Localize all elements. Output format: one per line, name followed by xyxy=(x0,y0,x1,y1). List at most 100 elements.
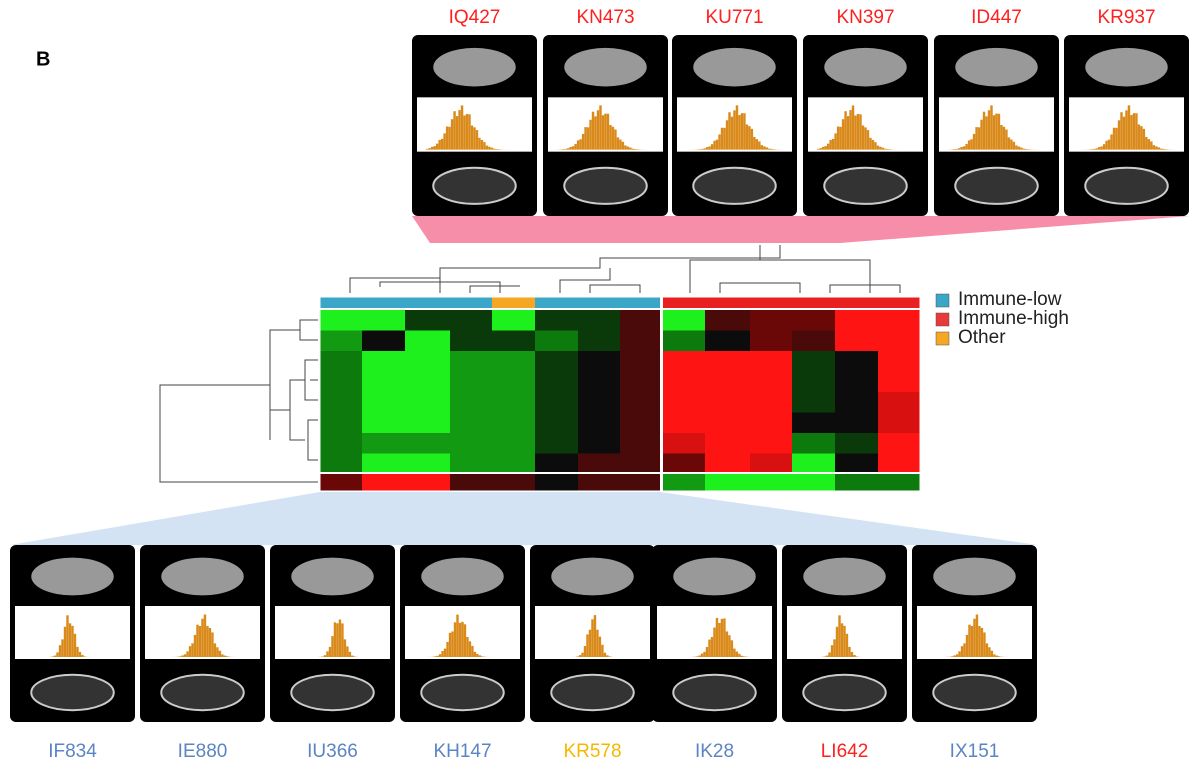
histogram-bar xyxy=(81,654,84,657)
heat-cell xyxy=(320,412,362,433)
heat-cell xyxy=(578,310,620,331)
heat-cell xyxy=(362,453,405,474)
heat-cell xyxy=(705,351,750,372)
histogram-bar xyxy=(596,629,599,657)
histogram-bar xyxy=(830,645,834,657)
histogram-bar xyxy=(566,148,570,150)
histogram-bar xyxy=(733,648,736,657)
heat-cell xyxy=(705,371,750,392)
heat-cell xyxy=(362,474,405,491)
histogram-bar xyxy=(178,656,182,657)
histogram-bar xyxy=(1145,136,1148,150)
histogram-bar xyxy=(583,646,587,657)
tumor-image xyxy=(161,557,244,596)
histogram-bar xyxy=(634,149,637,150)
histogram-bar xyxy=(1015,145,1018,150)
histogram-bar xyxy=(715,617,719,657)
histogram-bar xyxy=(609,124,612,150)
texture-image xyxy=(432,166,517,205)
tumor-image xyxy=(955,47,1038,87)
histogram-bar xyxy=(430,146,434,150)
histogram-bar xyxy=(346,646,349,657)
heat-cell xyxy=(750,297,792,308)
histogram-bar xyxy=(616,137,620,150)
heat-cell xyxy=(578,297,620,308)
histogram-bar xyxy=(73,633,77,657)
heat-cell xyxy=(620,371,660,392)
histogram-bar xyxy=(463,624,467,657)
histogram-bar xyxy=(1137,124,1141,150)
histogram-bar xyxy=(953,655,956,657)
heat-cell xyxy=(450,330,492,351)
legend-label: Immune-high xyxy=(958,308,1069,329)
histogram-bar xyxy=(745,124,749,150)
heat-cell xyxy=(792,412,835,433)
histogram-bar xyxy=(453,111,456,150)
heat-cell xyxy=(578,392,620,413)
histogram-bar xyxy=(58,645,62,657)
histogram-bar xyxy=(1125,110,1128,150)
texture-image xyxy=(692,166,777,205)
heat-cell xyxy=(705,392,750,413)
histogram-bar xyxy=(973,618,976,657)
histogram-bar xyxy=(468,114,471,150)
histogram-bar xyxy=(1142,128,1146,150)
histogram-bar xyxy=(962,146,966,150)
histogram-bar xyxy=(598,636,602,657)
sample-name: IQ427 xyxy=(449,7,501,28)
histogram-bar xyxy=(488,146,491,150)
histogram-bar xyxy=(218,650,222,657)
histogram-bar xyxy=(829,139,832,150)
heat-cell xyxy=(362,412,405,433)
heat-cell xyxy=(792,453,835,474)
heat-cell xyxy=(750,433,792,454)
tumor-image xyxy=(564,47,647,87)
histogram-bar xyxy=(71,625,74,657)
histogram-bar xyxy=(206,625,209,657)
heat-cell xyxy=(450,474,492,491)
heat-cell xyxy=(405,351,450,372)
histogram-bar xyxy=(63,626,67,657)
histogram-bar xyxy=(843,625,846,657)
histogram-bar xyxy=(221,654,224,657)
histogram-bar xyxy=(856,113,860,150)
heat-cell xyxy=(450,297,492,308)
histogram-bar xyxy=(735,105,739,150)
histogram-bar xyxy=(443,133,446,150)
histogram-bar xyxy=(183,654,187,657)
heat-cell xyxy=(878,310,920,331)
histogram-bar xyxy=(998,656,1001,657)
heat-cell xyxy=(578,433,620,454)
heat-cell xyxy=(405,433,450,454)
histogram-bar xyxy=(76,646,79,657)
texture-image xyxy=(290,673,375,712)
histogram-bar xyxy=(323,655,327,657)
histogram-bar xyxy=(840,623,844,657)
heat-cell xyxy=(620,474,660,491)
histogram-bar xyxy=(750,128,754,150)
histogram-bar xyxy=(1000,124,1003,150)
histogram-bar xyxy=(982,111,986,150)
heat-cell xyxy=(492,330,535,351)
histogram-bar xyxy=(351,655,354,657)
histogram-bar xyxy=(586,634,589,657)
texture-image xyxy=(932,673,1017,712)
histogram-bar xyxy=(725,631,729,657)
histogram-bar xyxy=(591,619,594,657)
heat-cell xyxy=(492,433,535,454)
heat-cell xyxy=(320,371,362,392)
histogram-bar xyxy=(438,654,442,657)
heat-cell xyxy=(750,412,792,433)
histogram-bar xyxy=(455,116,459,150)
histogram-bar xyxy=(970,139,973,150)
histogram-bar xyxy=(975,614,979,657)
histogram-bar xyxy=(831,138,835,150)
heat-cell xyxy=(620,297,660,308)
histogram-bar xyxy=(328,646,332,657)
histogram-bar xyxy=(861,125,865,150)
histogram-bar xyxy=(958,651,961,657)
heat-cell xyxy=(878,392,920,413)
histogram-bar xyxy=(326,651,329,657)
histogram-bar xyxy=(1012,141,1016,150)
heat-cell xyxy=(450,351,492,372)
